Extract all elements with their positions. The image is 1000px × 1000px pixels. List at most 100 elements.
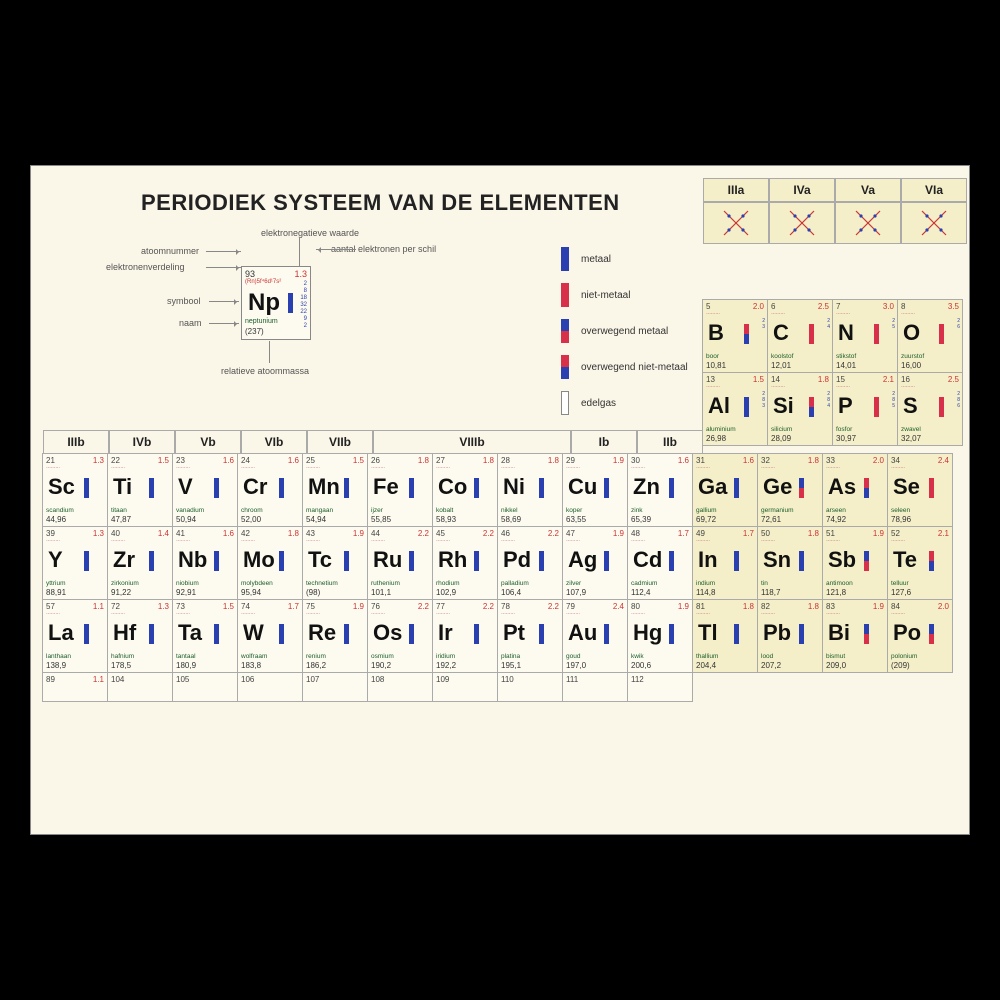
electron-config: ········· [241, 611, 255, 617]
element-mass: 112,4 [631, 588, 650, 597]
element-color-bar [874, 324, 879, 344]
electronegativity: 1.9 [353, 529, 364, 538]
electron-config: ········· [826, 611, 840, 617]
element-name: tantaal [176, 653, 196, 660]
atomic-number: 13 [706, 375, 715, 384]
atomic-number: 29 [566, 456, 575, 465]
element-mass: 54,94 [306, 515, 326, 524]
element-cell: 491.7·········Inindium114,8 [692, 526, 758, 600]
electronegativity: 2.4 [613, 602, 624, 611]
element-name: niobium [176, 580, 199, 587]
element-name: seleen [891, 507, 910, 514]
element-cell: 821.8·········Pblood207,2 [757, 599, 823, 673]
element-symbol: La [48, 620, 74, 646]
element-color-bar [474, 478, 479, 498]
element-cell: 110 [497, 672, 563, 702]
element-mass: 16,00 [901, 361, 921, 370]
element-mass: 65,39 [631, 515, 651, 524]
element-name: vanadium [176, 507, 204, 514]
element-cell: 751.9·········Rerenium186,2 [302, 599, 368, 673]
element-color-bar [474, 624, 479, 644]
element-name: stikstof [836, 353, 856, 360]
element-name: tin [761, 580, 768, 587]
element-cell: 481.7·········Cdcadmium112,4 [627, 526, 693, 600]
electron-config: ········· [371, 611, 385, 617]
element-cell: 332.0·········Asarseen74,92 [822, 453, 888, 527]
element-color-bar [799, 478, 804, 498]
element-color-bar [539, 478, 544, 498]
element-cell: 211.3·········Scscandium44,96 [42, 453, 108, 527]
example-atomic-number: 93 [245, 269, 255, 279]
element-color-bar [149, 551, 154, 571]
element-mass: 101,1 [371, 588, 391, 597]
element-name: cadmium [631, 580, 657, 587]
legend-example-cell: 93 1.3 (Rn)5f⁴6d¹7s² Np 2 8 18 32 22 9 2… [241, 266, 311, 340]
electron-config: ········· [371, 538, 385, 544]
element-cell: 442.2·········Ruruthenium101,1 [367, 526, 433, 600]
element-symbol: Re [308, 620, 336, 646]
callout-atomic-number: atoomnummer [141, 246, 199, 256]
element-cell: 741.7·········Wwolfraam183,8 [237, 599, 303, 673]
element-color-bar [929, 478, 934, 498]
element-name: yttrium [46, 580, 66, 587]
electron-config: ········· [111, 611, 125, 617]
electronegativity: 2.2 [483, 529, 494, 538]
atomic-number: 89 [46, 675, 55, 684]
element-mass: 192,2 [436, 661, 456, 670]
element-symbol: Mn [308, 474, 340, 500]
arrow [209, 301, 239, 302]
arrow [269, 341, 270, 363]
atomic-number: 48 [631, 529, 640, 538]
electron-config: ········· [176, 538, 190, 544]
element-name: scandium [46, 507, 74, 514]
example-electronegativity: 1.3 [294, 269, 307, 279]
electronegativity: 2.0 [873, 456, 884, 465]
element-symbol: Ni [503, 474, 525, 500]
element-mass: (209) [891, 661, 910, 670]
electron-config: ········· [631, 465, 645, 471]
atomic-number: 43 [306, 529, 315, 538]
atomic-number: 72 [111, 602, 120, 611]
electronegativity: 2.2 [418, 602, 429, 611]
element-cell: 792.4·········Augoud197,0 [562, 599, 628, 673]
electronegativity: 1.5 [158, 456, 169, 465]
element-color-bar [84, 551, 89, 571]
element-symbol: Os [373, 620, 402, 646]
element-symbol: O [903, 320, 920, 346]
element-symbol: Hf [113, 620, 136, 646]
electron-config: ········· [891, 611, 905, 617]
element-name: koolstof [771, 353, 793, 360]
element-mass: 28,09 [771, 434, 791, 443]
example-name: neptunium [245, 318, 278, 325]
element-name: antimoon [826, 580, 853, 587]
element-cell: 501.8·········Sntin118,7 [757, 526, 823, 600]
element-mass: (98) [306, 588, 320, 597]
element-name: lanthaan [46, 653, 71, 660]
electronegativity: 3.0 [883, 302, 894, 311]
atomic-number: 31 [696, 456, 705, 465]
bonding-diagram [703, 202, 769, 244]
element-symbol: Au [568, 620, 597, 646]
element-mass: 91,22 [111, 588, 131, 597]
element-cell: 391.3·········Yyttrium88,91 [42, 526, 108, 600]
element-name: arseen [826, 507, 846, 514]
element-color-bar [344, 478, 349, 498]
element-cell: 842.0·········Popolonium(209) [887, 599, 953, 673]
element-cell: 471.9·········Agzilver107,9 [562, 526, 628, 600]
electronegativity: 2.5 [818, 302, 829, 311]
example-shells: 2 8 18 32 22 9 2 [300, 281, 307, 330]
element-color-bar [669, 478, 674, 498]
element-cell: 411.6·········Nbniobium92,91 [172, 526, 238, 600]
element-symbol: Zr [113, 547, 135, 573]
atomic-number: 79 [566, 602, 575, 611]
main-grid: 211.3·········Scscandium44,96221.5······… [43, 454, 953, 702]
electronegativity: 1.6 [678, 456, 689, 465]
electron-shells: 2 4 [827, 318, 830, 330]
element-color-bar [279, 551, 284, 571]
atomic-number: 30 [631, 456, 640, 465]
element-symbol: Ir [438, 620, 453, 646]
atomic-number: 83 [826, 602, 835, 611]
element-color-bar [864, 551, 869, 571]
element-cell: 251.5·········Mnmangaan54,94 [302, 453, 368, 527]
electron-config: ········· [836, 311, 850, 317]
